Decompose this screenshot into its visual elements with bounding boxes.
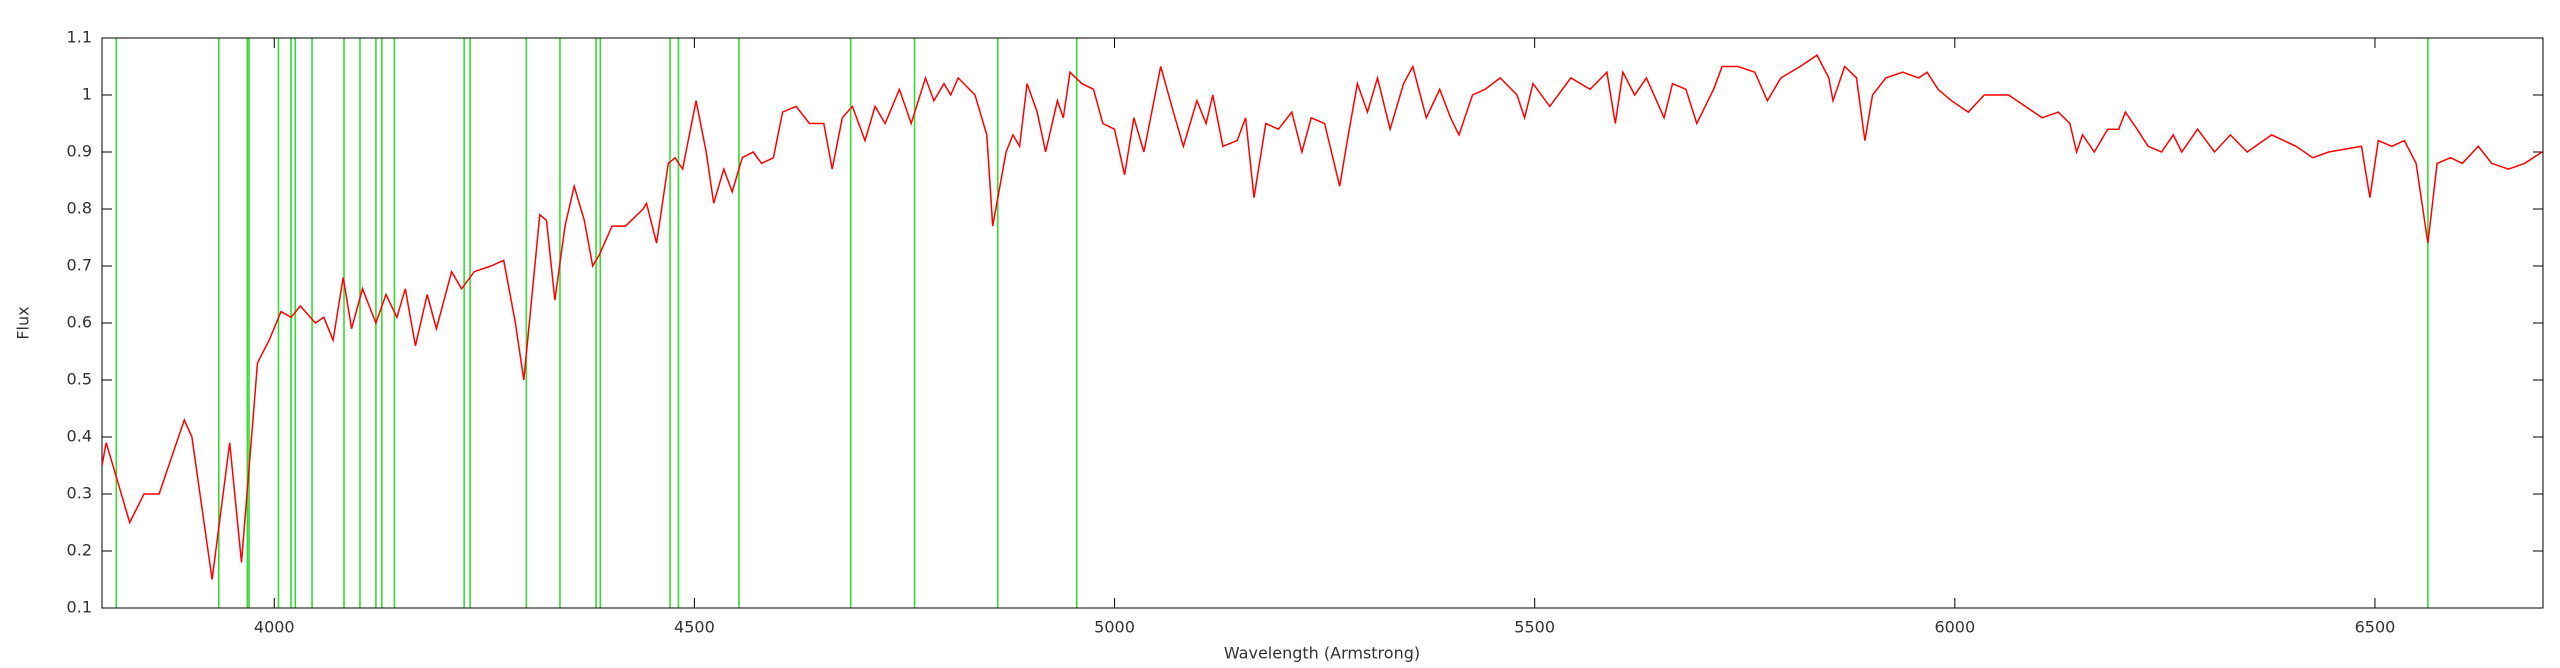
y-tick-label: 0.4 — [67, 427, 92, 446]
x-tick-label: 4500 — [674, 618, 715, 637]
y-tick-label: 1.1 — [67, 28, 92, 47]
x-axis-label: Wavelength (Armstrong) — [1224, 644, 1420, 663]
x-tick-label: 4000 — [254, 618, 295, 637]
y-axis-label: Flux — [14, 306, 33, 339]
y-tick-label: 0.1 — [67, 598, 92, 617]
x-tick-label: 5000 — [1094, 618, 1135, 637]
x-tick-label: 5500 — [1514, 618, 1555, 637]
y-tick-label: 0.6 — [67, 313, 92, 332]
x-tick-label: 6500 — [2355, 618, 2396, 637]
y-tick-label: 0.8 — [67, 199, 92, 218]
spectrum-line — [101, 54, 2543, 580]
y-tick-label: 0.9 — [67, 142, 92, 161]
y-tick-label: 0.2 — [67, 541, 92, 560]
x-tick-label: 6000 — [1934, 618, 1975, 637]
y-tick-label: 0.7 — [67, 256, 92, 275]
y-tick-label: 0.5 — [67, 370, 92, 389]
y-tick-label: 1 — [82, 85, 92, 104]
plot-frame — [101, 37, 2544, 609]
y-tick-label: 0.3 — [67, 484, 92, 503]
